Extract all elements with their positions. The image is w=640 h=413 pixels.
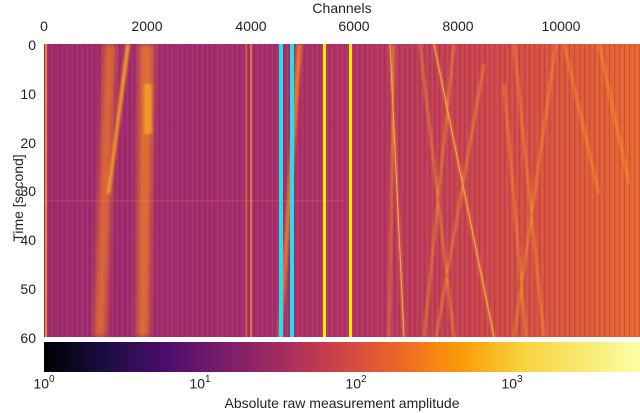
yellow-marker-2 [349, 44, 352, 337]
y-tick-label: 30 [20, 183, 36, 199]
y-tick-label: 60 [20, 330, 36, 346]
colorbar-tick-label: 103 [501, 374, 523, 392]
y-tick-label: 20 [20, 135, 36, 151]
x-tick-label: 4000 [235, 18, 267, 34]
x-tick-label: 2000 [131, 18, 163, 34]
x-tick-label: 0 [40, 18, 48, 34]
y-tick-label: 50 [20, 281, 36, 297]
colorbar-title: Absolute raw measurement amplitude [224, 395, 460, 411]
x-axis-title: Channels [312, 0, 372, 16]
y-tick-label: 40 [20, 232, 36, 248]
y-axis-title: Time [second] [10, 154, 26, 242]
heatmap-plot-area [44, 44, 640, 337]
y-tick-label: 0 [28, 37, 36, 53]
x-tick-label: 10000 [541, 18, 581, 34]
colorbar-tick-label: 100 [33, 374, 55, 392]
colorbar-tick-label: 101 [189, 374, 211, 392]
yellow-marker-1 [323, 44, 326, 337]
x-tick-label: 6000 [338, 18, 370, 34]
cyan-marker-1 [279, 44, 283, 337]
cyan-marker-2 [290, 44, 294, 337]
colorbar-tick-label: 102 [345, 374, 367, 392]
x-tick-label: 8000 [442, 18, 474, 34]
colorbar [44, 342, 640, 372]
y-tick-label: 10 [20, 86, 36, 102]
